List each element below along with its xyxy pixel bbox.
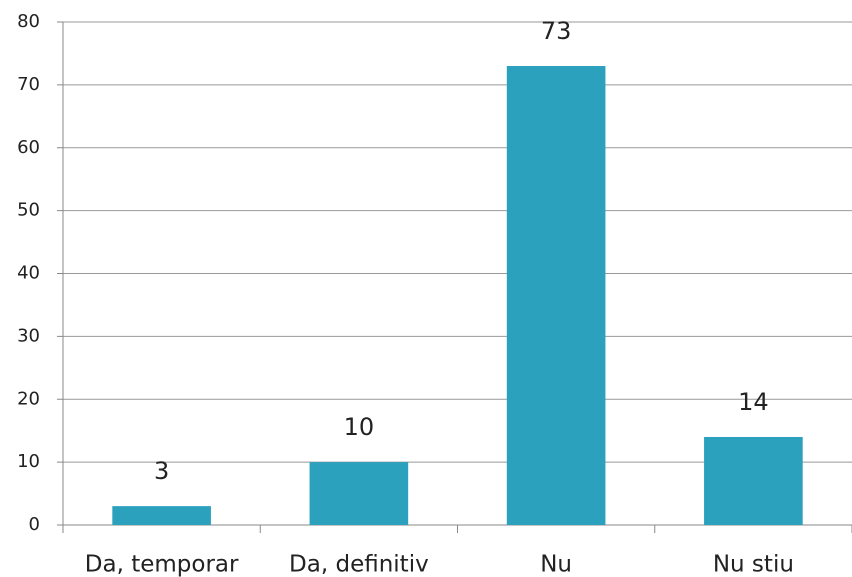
x-tick-label: Da, temporar	[85, 552, 239, 577]
x-tick-label: Nu stiu	[713, 552, 794, 577]
data-label: 10	[344, 413, 375, 441]
bar	[704, 436, 803, 525]
bar	[506, 66, 606, 525]
y-tick-label: 40	[17, 263, 40, 284]
data-label: 14	[738, 388, 769, 416]
y-tick-label: 10	[17, 451, 40, 472]
y-tick-label: 80	[17, 11, 40, 32]
y-tick-label: 60	[17, 137, 40, 158]
y-tick-label: 70	[17, 74, 40, 95]
data-label: 73	[541, 17, 572, 45]
y-tick-label: 20	[17, 388, 40, 409]
x-tick-label: Da, definitiv	[289, 552, 429, 577]
y-tick-label: 0	[29, 514, 40, 535]
x-tick-label: Nu	[540, 552, 572, 577]
y-tick-label: 50	[17, 200, 40, 221]
data-label: 3	[154, 457, 169, 485]
bar	[309, 462, 409, 525]
bar	[112, 506, 211, 525]
y-tick-label: 30	[17, 325, 40, 346]
